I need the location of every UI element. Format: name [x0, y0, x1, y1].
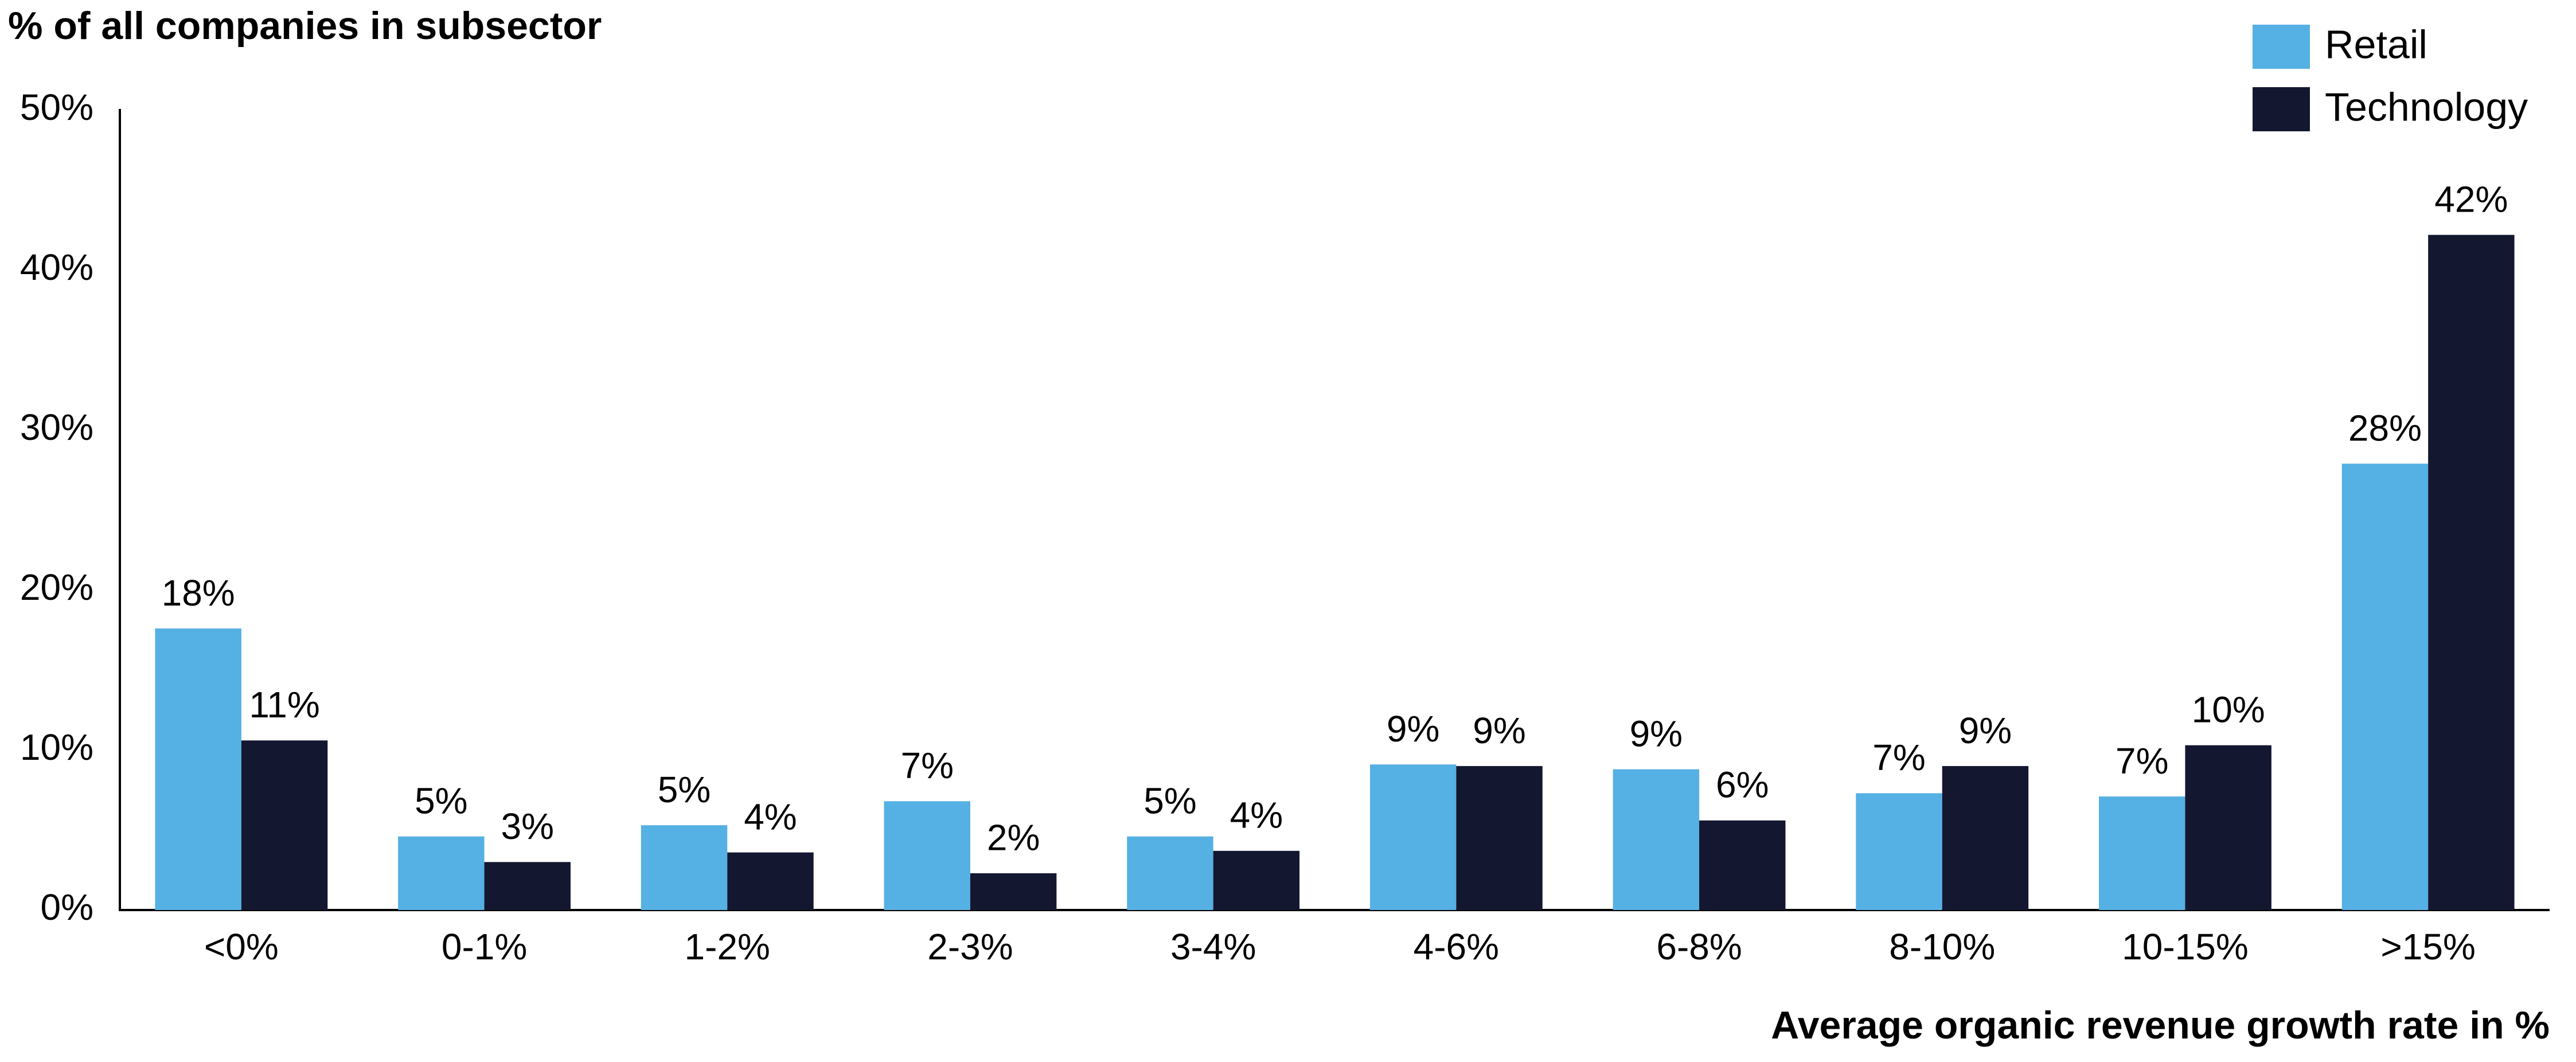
bar — [155, 628, 241, 910]
data-label: 9% — [1630, 713, 1683, 754]
x-tick-label: 3-4% — [1170, 926, 1256, 967]
data-label: 7% — [1872, 737, 1926, 778]
chart-title: % of all companies in subsector — [8, 4, 602, 48]
data-label: 28% — [2348, 407, 2422, 448]
data-label: 10% — [2192, 689, 2265, 731]
bar — [398, 836, 485, 910]
data-label: 4% — [1230, 795, 1283, 836]
bar — [241, 740, 328, 910]
data-label: 7% — [2116, 740, 2169, 782]
bar — [2341, 463, 2429, 910]
data-label: 42% — [2434, 179, 2508, 220]
bar — [1699, 820, 1786, 910]
bar — [1369, 764, 1457, 910]
bar — [1942, 766, 2029, 910]
bar — [1456, 766, 1543, 910]
x-tick-label: 2-3% — [927, 926, 1013, 967]
data-label: 11% — [249, 684, 319, 725]
bar — [484, 862, 571, 910]
bar — [2185, 745, 2271, 910]
data-label: 9% — [1959, 710, 2012, 751]
y-tick-label: 10% — [20, 727, 93, 768]
y-tick-label: 30% — [20, 407, 93, 448]
bar — [1856, 793, 1942, 910]
data-label: 4% — [744, 796, 797, 837]
data-label: 5% — [415, 780, 468, 822]
x-tick-label: 8-10% — [1889, 926, 1995, 967]
x-tick-label: 10-15% — [2122, 926, 2249, 967]
data-label: 9% — [1473, 710, 1526, 751]
legend-label: Retail — [2325, 22, 2427, 67]
x-tick-label: <0% — [204, 926, 279, 967]
bar — [727, 852, 814, 910]
x-tick-label: 0-1% — [442, 926, 527, 967]
legend-swatch — [2253, 87, 2310, 131]
x-tick-label: 6-8% — [1656, 926, 1742, 967]
bar — [1613, 769, 1700, 910]
y-tick-label: 40% — [20, 247, 93, 288]
data-label: 7% — [900, 745, 954, 786]
bar — [2099, 796, 2185, 910]
y-tick-label: 0% — [41, 887, 94, 928]
bar — [970, 873, 1057, 910]
data-label: 3% — [501, 806, 555, 847]
y-tick-label: 50% — [20, 87, 93, 128]
data-label: 5% — [658, 769, 711, 810]
x-tick-label: >15% — [2380, 926, 2475, 967]
bar — [2428, 235, 2515, 910]
bar — [1213, 850, 1300, 910]
legend-swatch — [2253, 25, 2310, 69]
x-tick-label: 1-2% — [685, 926, 770, 967]
data-label: 18% — [162, 572, 235, 614]
data-label: 6% — [1716, 764, 1769, 806]
x-tick-label: 4-6% — [1414, 926, 1499, 967]
data-label: 5% — [1143, 780, 1197, 822]
x-axis-title: Average organic revenue growth rate in % — [1771, 1004, 2550, 1047]
y-tick-label: 20% — [20, 567, 93, 608]
bar — [641, 825, 728, 910]
bar — [1127, 836, 1213, 910]
legend-label: Technology — [2325, 84, 2528, 129]
bar — [884, 801, 970, 910]
data-label: 2% — [987, 817, 1040, 858]
data-label: 9% — [1387, 708, 1440, 749]
